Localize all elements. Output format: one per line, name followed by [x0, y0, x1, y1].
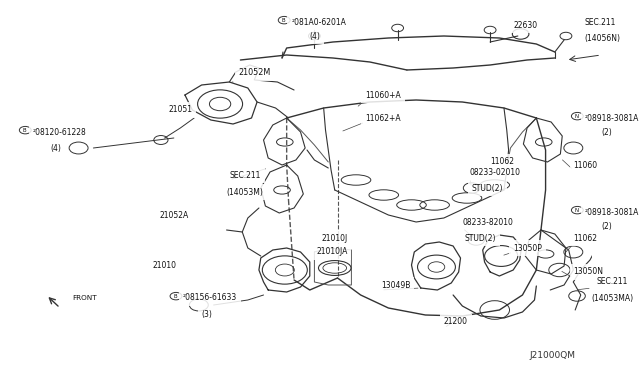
Text: N: N: [575, 208, 579, 213]
Text: 11062: 11062: [490, 157, 514, 167]
Text: SEC.211: SEC.211: [596, 278, 628, 286]
Text: SEC.211: SEC.211: [229, 170, 260, 180]
Text: B: B: [23, 128, 26, 133]
Text: 08233-82010: 08233-82010: [462, 218, 513, 227]
Text: 21010JA: 21010JA: [316, 247, 348, 257]
Text: 21052A: 21052A: [159, 211, 188, 219]
Text: (2): (2): [601, 221, 612, 231]
Text: ²081A0-6201A: ²081A0-6201A: [291, 17, 346, 26]
Text: (14056N): (14056N): [584, 33, 620, 42]
Text: 21200: 21200: [444, 317, 468, 327]
Text: (4): (4): [310, 32, 321, 41]
Text: 11060+A: 11060+A: [365, 90, 401, 99]
Text: 11060: 11060: [573, 160, 598, 170]
Text: 13050P: 13050P: [513, 244, 542, 253]
Text: 11062+A: 11062+A: [365, 113, 401, 122]
Text: (14053M): (14053M): [227, 187, 264, 196]
Text: 21010: 21010: [152, 260, 177, 269]
Text: J21000QM: J21000QM: [529, 351, 575, 360]
Text: ²08120-61228: ²08120-61228: [33, 128, 86, 137]
Text: 21010J: 21010J: [322, 234, 348, 243]
Text: 11062: 11062: [573, 234, 597, 243]
Text: B: B: [173, 294, 177, 299]
Text: (3): (3): [202, 310, 212, 318]
Text: FRONT: FRONT: [72, 295, 97, 301]
Text: (2): (2): [601, 128, 612, 137]
Text: (14053MA): (14053MA): [592, 294, 634, 302]
Text: N: N: [575, 113, 579, 119]
Text: STUD(2): STUD(2): [472, 183, 503, 192]
Text: 21051: 21051: [168, 106, 192, 115]
Text: 21052M: 21052M: [239, 67, 271, 77]
Text: ²08918-3081A: ²08918-3081A: [584, 208, 639, 217]
Text: 13049B: 13049B: [381, 280, 410, 289]
Text: ²08156-61633: ²08156-61633: [183, 294, 237, 302]
Text: ²08918-3081A: ²08918-3081A: [584, 113, 639, 122]
Text: (4): (4): [51, 144, 61, 153]
Text: 13050N: 13050N: [573, 267, 604, 276]
Text: B: B: [282, 17, 285, 23]
Text: STUD(2): STUD(2): [464, 234, 496, 243]
Text: 08233-02010: 08233-02010: [470, 167, 521, 176]
Text: SEC.211: SEC.211: [584, 17, 616, 26]
Text: 22630: 22630: [513, 20, 538, 29]
